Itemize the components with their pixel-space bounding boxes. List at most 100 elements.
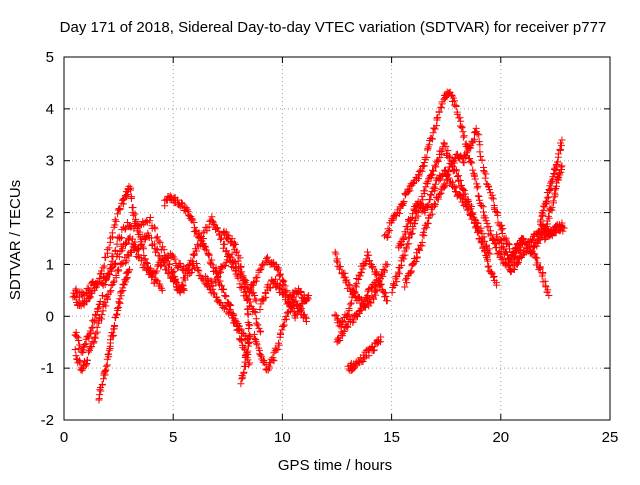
data-point [295,302,303,310]
data-point [462,152,470,160]
data-point [481,174,489,182]
data-point [545,193,553,201]
data-point [427,191,435,199]
data-point [117,288,125,296]
data-point [485,245,493,253]
data-point [194,266,202,274]
data-point [177,199,185,207]
data-point [437,189,445,197]
data-point [476,148,484,156]
data-point [190,219,198,227]
data-point [414,171,422,179]
data-point [413,253,421,261]
data-point [275,341,283,349]
data-point [288,303,296,311]
data-point [153,245,161,253]
data-point [269,356,277,364]
data-point [83,298,91,306]
data-point [452,167,460,175]
data-point [159,256,167,264]
data-point [210,290,218,298]
data-point [343,276,351,284]
data-point [122,278,130,286]
x-tick-label: 0 [60,429,68,446]
data-point [456,114,464,122]
data-point [83,356,91,364]
x-axis-label: GPS time / hours [278,457,392,474]
data-point [103,246,111,254]
data-point [180,286,188,294]
data-point [333,255,341,263]
data-point [280,321,288,329]
data-point [276,270,284,278]
data-point [514,259,522,267]
data-point [471,175,479,183]
data-point [555,174,563,182]
data-point [423,153,431,161]
data-point [344,311,352,319]
data-point [530,244,538,252]
data-point [423,219,431,227]
data-point [160,246,168,254]
data-point [558,136,566,144]
data-point [558,162,566,170]
data-point [367,299,375,307]
data-point [489,273,497,281]
x-tick-label: 20 [492,429,509,446]
data-point [351,281,359,289]
data-point [470,169,478,177]
data-point [204,249,212,257]
data-point [477,152,485,160]
data-point [399,252,407,260]
data-point [118,199,126,207]
data-point [86,294,94,302]
data-point [212,224,220,232]
data-point [201,272,209,280]
data-point [466,212,474,220]
data-point [163,254,171,262]
data-point [282,315,290,323]
data-point [502,234,510,242]
data-point [430,202,438,210]
data-point [114,210,122,218]
data-point [475,227,483,235]
data-point [250,334,258,342]
data-point [395,270,403,278]
data-point [365,251,373,259]
data-point [551,186,559,194]
data-point [477,239,485,247]
data-point [257,328,265,336]
data-point [72,285,80,293]
data-point [205,223,213,231]
data-point [404,225,412,233]
data-point [85,348,93,356]
data-point [450,159,458,167]
data-point [95,396,103,404]
data-point [112,311,120,319]
data-point [539,212,547,220]
data-point [498,255,506,263]
data-point [541,236,549,244]
data-point [223,247,231,255]
data-point [102,362,110,370]
data-point [478,156,486,164]
data-point [96,274,104,282]
data-point [492,207,500,215]
data-point [408,213,416,221]
data-point [434,114,442,122]
data-point [151,225,159,233]
data-point [351,288,359,296]
x-tick-label: 15 [383,429,400,446]
data-point [449,98,457,106]
data-point [253,341,261,349]
y-tick-label: 3 [46,153,54,170]
data-point [244,339,252,347]
data-point [90,338,98,346]
data-point [418,238,426,246]
data-point [431,201,439,209]
data-point [255,266,263,274]
data-point [482,170,490,178]
data-point [345,305,353,313]
data-point [479,243,487,251]
y-tick-label: 5 [46,49,54,66]
